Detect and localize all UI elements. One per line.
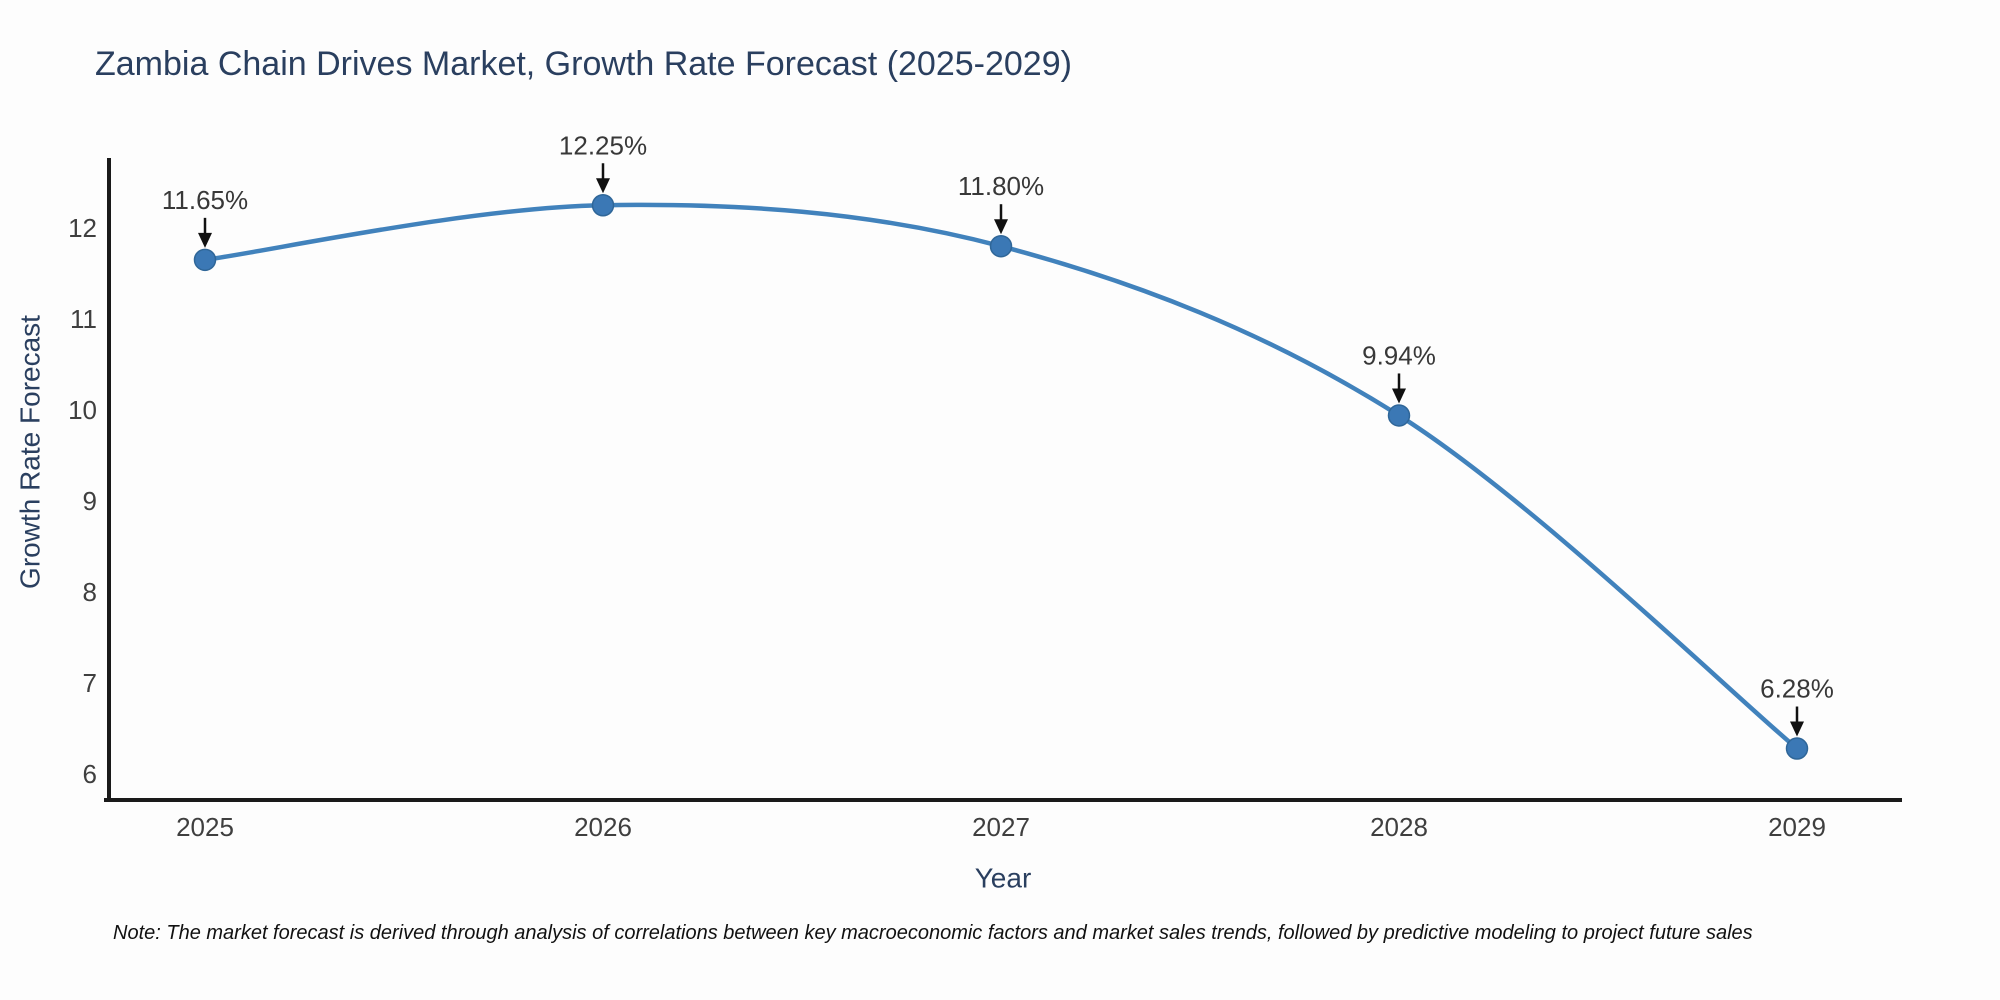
chart-footnote: Note: The market forecast is derived thr… [113,922,1753,944]
y-axis-tick-label: 8 [83,577,97,607]
annotation-label: 11.80% [958,171,1044,201]
annotation-arrowhead [198,232,212,248]
y-axis-tick-label: 9 [83,486,97,516]
x-axis-tick-label: 2027 [972,812,1030,842]
y-axis-tick-label: 10 [68,395,97,425]
annotation-arrowhead [994,219,1008,235]
data-point-marker [989,234,1013,258]
y-axis-tick-label: 11 [70,304,97,334]
trend-line [202,202,1800,751]
y-axis-tick-label: 7 [83,668,97,698]
y-axis-title: Growth Rate Forecast [15,315,46,589]
annotation-label: 9.94% [1362,340,1436,370]
data-point-marker [1785,737,1809,760]
chart-title: Zambia Chain Drives Market, Growth Rate … [95,45,1072,83]
annotation-label: 6.28% [1760,674,1834,704]
y-axis-tick-label: 6 [83,759,97,789]
annotation-arrowhead [1392,388,1406,404]
y-axis-tick-label: 12 [68,213,97,243]
x-axis-tick-label: 2029 [1768,812,1826,842]
x-axis-title: Year [975,863,1032,894]
annotation-label: 11.65% [162,185,248,215]
data-point-marker [193,248,217,272]
data-point-marker [1387,404,1411,427]
x-axis-tick-label: 2025 [176,812,234,842]
annotation-arrowhead [1790,721,1804,737]
x-axis-tick-label: 2028 [1370,812,1428,842]
annotation-label: 12.25% [559,130,647,160]
annotation-arrowhead [596,178,610,194]
x-axis-tick-label: 2026 [574,812,632,842]
data-point-marker [591,194,615,217]
